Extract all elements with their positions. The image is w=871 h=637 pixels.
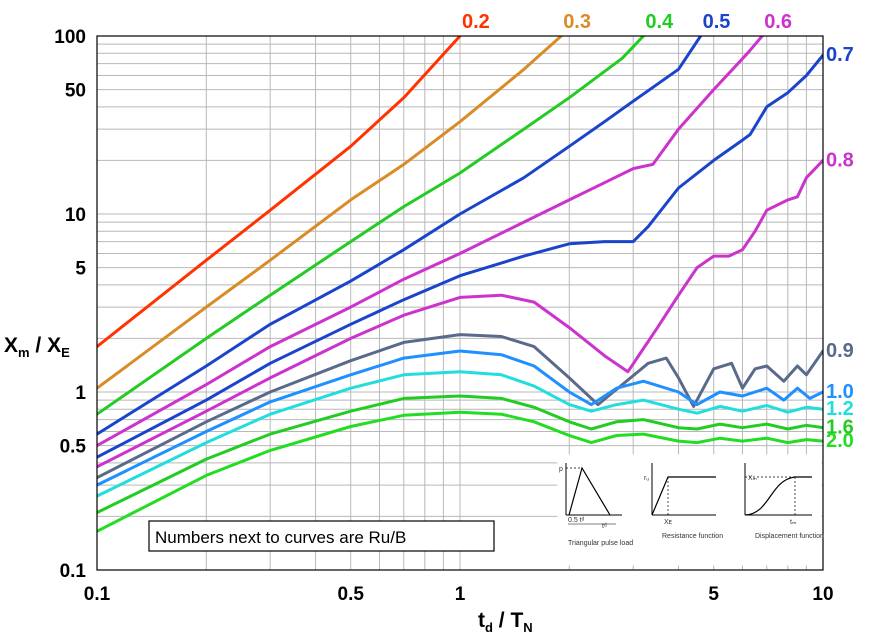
- inset-label-td: tᵈ: [602, 523, 607, 530]
- y-axis-title: Xm / XE: [4, 334, 70, 360]
- curve-label-0-4: 0.4: [645, 11, 674, 33]
- y-title-sub2: E: [61, 345, 70, 360]
- plot-frame: [96, 35, 824, 571]
- series-line-0-3: [97, 36, 563, 390]
- x-tick-label: 0.5: [338, 584, 365, 605]
- curve-labels: 0.2 0.3 0.4 0.5 0.6 0.7 0.8 0.9 1.01.21.62.0: [462, 11, 854, 452]
- inset-displacement-plot: Xₘ tₘ Displacement function: [744, 463, 824, 540]
- y-tick-label: 10: [65, 205, 86, 226]
- annotation-text: Numbers next to curves are Ru/B: [155, 528, 406, 547]
- inset-label-ru: rᵤ: [644, 475, 649, 482]
- curve-label-0-8: 0.8: [826, 149, 854, 171]
- y-title-mid: / X: [30, 334, 62, 357]
- inset-label-xm: Xₘ: [748, 475, 757, 482]
- series-line-0-8: [97, 158, 823, 469]
- series-line-0-7: [97, 53, 823, 459]
- x-axis-title: td / TN: [478, 609, 533, 635]
- x-tick-label: 0.1: [84, 584, 111, 605]
- inset-label-tm: tₘ: [790, 519, 796, 526]
- series-line-1-6: [97, 394, 823, 515]
- y-tick-label: 0.1: [60, 561, 87, 582]
- series-line-0-6: [97, 36, 764, 448]
- inset-label-half-td: 0.5 tᵈ: [568, 517, 585, 524]
- y-tick-label: 50: [65, 81, 86, 102]
- x-tick-label: 1: [455, 584, 466, 605]
- inset-pulse-plot: p 0.5 tᵈ tᵈ Triangular pulse load: [559, 463, 633, 547]
- curve-label-0-9: 0.9: [826, 340, 854, 362]
- curve-label-0-2: 0.2: [462, 11, 490, 33]
- x-tick-label: 10: [812, 584, 833, 605]
- series-line-1-2: [97, 370, 823, 498]
- x-title-sub2: N: [523, 620, 532, 635]
- series-line-2-0: [97, 410, 823, 533]
- y-tick-label: 1: [75, 383, 86, 404]
- annotation-box: Numbers next to curves are Ru/B: [148, 520, 495, 552]
- x-tick-label: 5: [708, 584, 719, 605]
- inset-label-xe: Xᴇ: [664, 519, 673, 526]
- series-line-1-0: [97, 349, 823, 487]
- curve-label-0-5: 0.5: [703, 11, 731, 33]
- y-title-main: X: [4, 334, 18, 357]
- curves: [97, 36, 823, 533]
- inset-resistance-plot: rᵤ Xᴇ Resistance function: [644, 463, 723, 540]
- y-tick-label: 5: [75, 259, 86, 280]
- x-title-mid: / T: [493, 609, 524, 632]
- inset-caption-pulse: Triangular pulse load: [568, 540, 633, 547]
- series-line-0-5: [97, 36, 703, 436]
- curve-label-1-2: 1.2: [826, 398, 854, 420]
- y-tick-label: 0.5: [60, 437, 87, 458]
- inset-caption-displacement: Displacement function: [755, 533, 824, 540]
- y-tick-label: 100: [54, 27, 86, 48]
- x-title-main: t: [478, 609, 485, 632]
- curve-label-2-0: 2.0: [826, 430, 854, 452]
- curve-label-0-3: 0.3: [563, 11, 591, 33]
- inset-label-p: p: [559, 466, 563, 473]
- curve-label-1-6: 1.6: [826, 417, 854, 439]
- inset-caption-resistance: Resistance function: [662, 533, 723, 540]
- x-title-sub: d: [485, 620, 493, 635]
- y-title-sub: m: [18, 345, 30, 360]
- inset-schematics: p 0.5 tᵈ tᵈ Triangular pulse load rᵤ Xᴇ …: [557, 454, 824, 566]
- curve-label-0-6: 0.6: [764, 11, 792, 33]
- curve-label-0-7: 0.7: [826, 44, 854, 66]
- series-line-0-9: [97, 333, 823, 480]
- series-line-0-2: [97, 36, 462, 349]
- series-line-0-4: [97, 36, 645, 416]
- curve-label-1-0: 1.0: [826, 381, 854, 403]
- tick-labels: 0.1 0.5 1 5 10 100 50 10 5 1 0.5 0.1: [54, 27, 833, 605]
